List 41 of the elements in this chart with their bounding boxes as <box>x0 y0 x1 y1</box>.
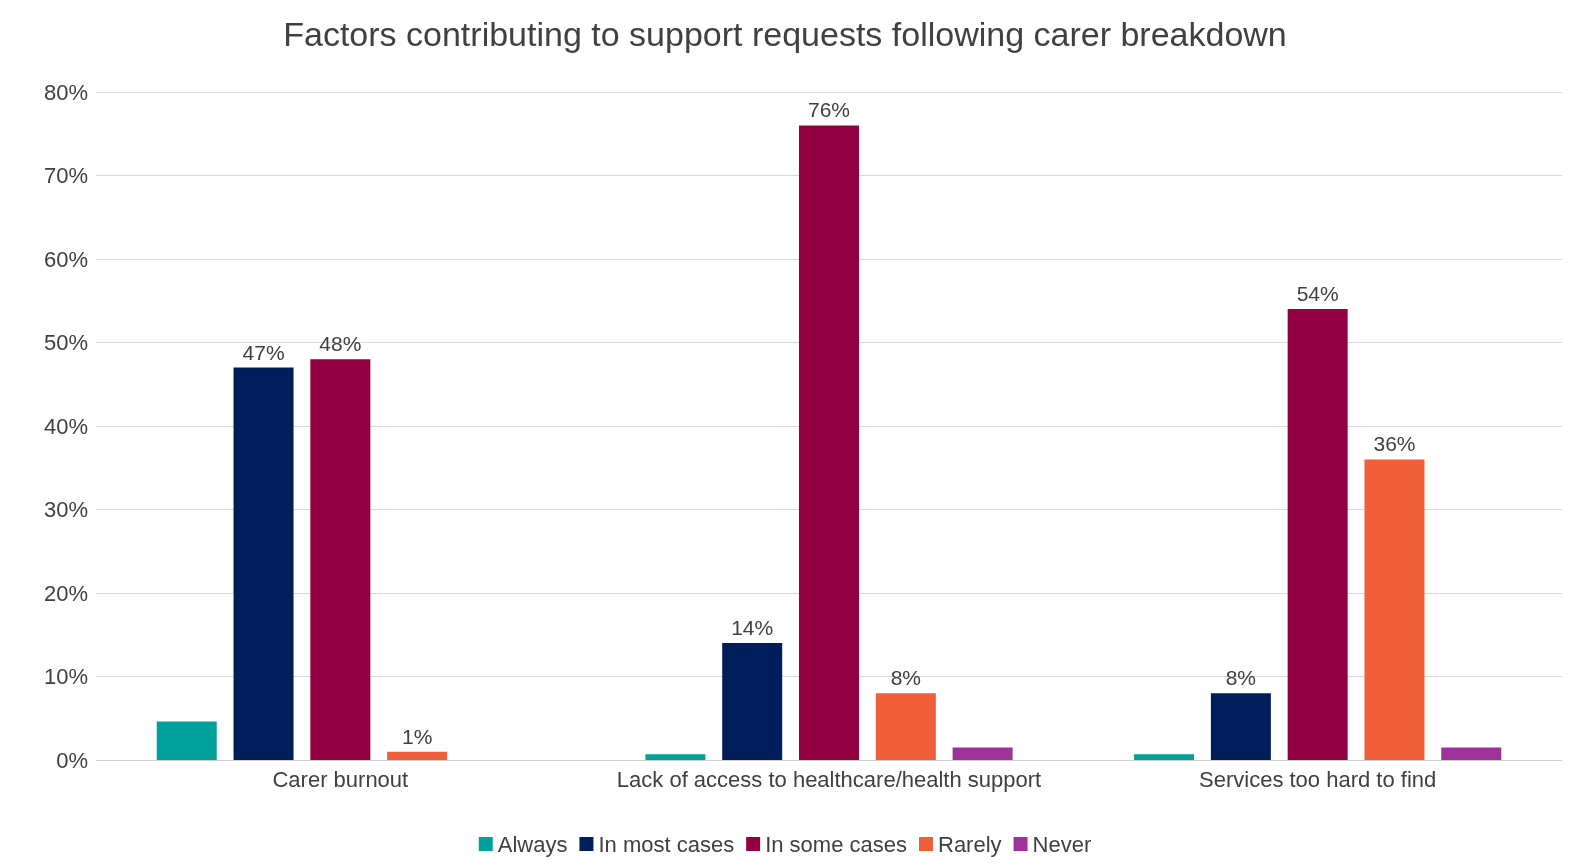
y-tick-label: 60% <box>43 246 88 272</box>
bar <box>1364 459 1425 760</box>
data-label: 48% <box>319 332 362 356</box>
bar <box>722 643 783 760</box>
data-label: 8% <box>890 666 921 690</box>
bar <box>310 359 371 760</box>
bar <box>952 747 1013 760</box>
bar <box>799 125 859 760</box>
x-tick-label: Services too hard to find <box>1199 766 1437 792</box>
data-label: 47% <box>242 340 285 364</box>
y-tick-label: 30% <box>43 497 88 522</box>
bar <box>645 754 706 760</box>
data-label: 8% <box>1225 666 1257 690</box>
data-label: 36% <box>1373 432 1416 456</box>
y-tick-label: 50% <box>43 330 88 355</box>
bar <box>1441 747 1502 760</box>
x-tick-label: Lack of access to healthcare/health support <box>616 766 1042 792</box>
x-tick-label: Carer burnout <box>272 766 409 792</box>
data-label: 1% <box>401 724 433 748</box>
legend-label: Rarely <box>937 831 1002 857</box>
bar <box>1134 754 1195 760</box>
legend-label: Always <box>497 831 568 857</box>
bar <box>1210 693 1271 760</box>
data-label: 14% <box>731 616 774 640</box>
y-tick-label: 80% <box>43 79 88 105</box>
bar <box>233 367 294 760</box>
data-label: 54% <box>1296 282 1339 306</box>
bar <box>1287 309 1348 760</box>
legend-label: In some cases <box>765 831 907 857</box>
y-tick-label: 10% <box>43 664 88 689</box>
y-tick-label: 20% <box>43 580 88 606</box>
bar <box>387 751 448 760</box>
chart-title: Factors contributing to support requests following carer breakdown <box>283 15 1287 53</box>
legend-label: Never <box>1032 831 1092 857</box>
bar <box>156 721 217 760</box>
bar <box>875 693 936 760</box>
y-tick-label: 70% <box>43 163 88 188</box>
legend-label: In most cases <box>598 831 735 857</box>
y-tick-label: 0% <box>56 747 88 773</box>
data-label: 76% <box>807 98 851 122</box>
y-tick-label: 40% <box>43 413 88 439</box>
